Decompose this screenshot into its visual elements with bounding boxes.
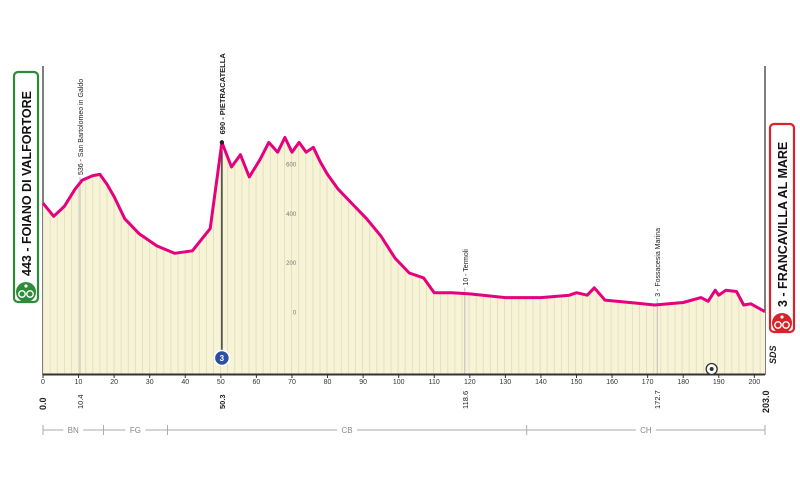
x-tick-label: 60 [253,379,261,386]
x-tick-label: 200 [748,379,760,386]
x-tick-label: 150 [571,379,583,386]
start-cyclist-icon [16,282,36,302]
region-label: CB [342,426,353,435]
region-label-bg [63,425,84,435]
point-name-label: 3 - Fossacesia Marina [655,228,662,297]
point-km-label: 172.7 [653,390,662,409]
x-tick-label: 120 [464,379,476,386]
x-tick-label: 190 [713,379,725,386]
point-km-label: 10.4 [76,394,85,409]
elevation-tick-label: 600 [286,163,297,169]
x-tick-label: 70 [288,379,296,386]
elevation-tick-label: 0 [293,310,297,316]
gpm-badge-number: 3 [220,354,225,363]
finish-badge: 3 - FRANCAVILLA AL MARE [768,122,796,334]
region-label: CH [640,426,652,435]
x-tick-label: 50 [217,379,225,386]
x-tick-label: 90 [359,379,367,386]
x-tick-label: 10 [75,379,83,386]
x-tick-label: 100 [393,379,405,386]
profile-line [41,136,766,314]
x-tick-label: 80 [324,379,332,386]
point-name-label: 690 - PIETRACATELLA [218,53,227,135]
point-km-label: 50.3 [218,394,227,409]
x-tick-label: 40 [181,379,189,386]
gpm-badge-icon: 3 [213,349,231,367]
x-tick-label: 170 [642,379,654,386]
x-tick-label: 140 [535,379,547,386]
x-tick-label: 30 [146,379,154,386]
elevation-tick-label: 400 [286,212,297,218]
x-tick-label: 0 [41,379,45,386]
region-label: FG [130,426,141,435]
x-tick-label: 160 [606,379,618,386]
point-km-label: 118.6 [461,391,470,409]
x-tick-label: 130 [500,379,512,386]
start-km-label: 0.0 [38,397,48,410]
finish-km-label: 203.0 [761,390,771,413]
x-tick-label: 180 [677,379,689,386]
region-label-bg [635,425,656,435]
region-label-bg [125,425,146,435]
region-label-bg [337,425,358,435]
profile-area [43,137,765,374]
start-badge: 443 - FOIANO DI VALFORTORE [12,70,40,304]
elevation-tick-label: 200 [286,261,297,267]
x-tick-label: 20 [110,379,118,386]
summit-dot [219,140,225,145]
finish-label: 3 - FRANCAVILLA AL MARE [776,142,790,307]
x-tick-label: 110 [429,379,440,386]
point-name-label: 536 - San Bartolomeo in Galdo [78,79,85,175]
brand-logo: SDS [768,345,778,364]
point-name-label: 10 - Termoli [463,249,470,286]
start-label: 443 - FOIANO DI VALFORTORE [20,91,34,276]
sprint-icon [705,362,718,376]
region-label: BN [68,426,79,435]
finish-cyclist-icon [772,313,792,333]
